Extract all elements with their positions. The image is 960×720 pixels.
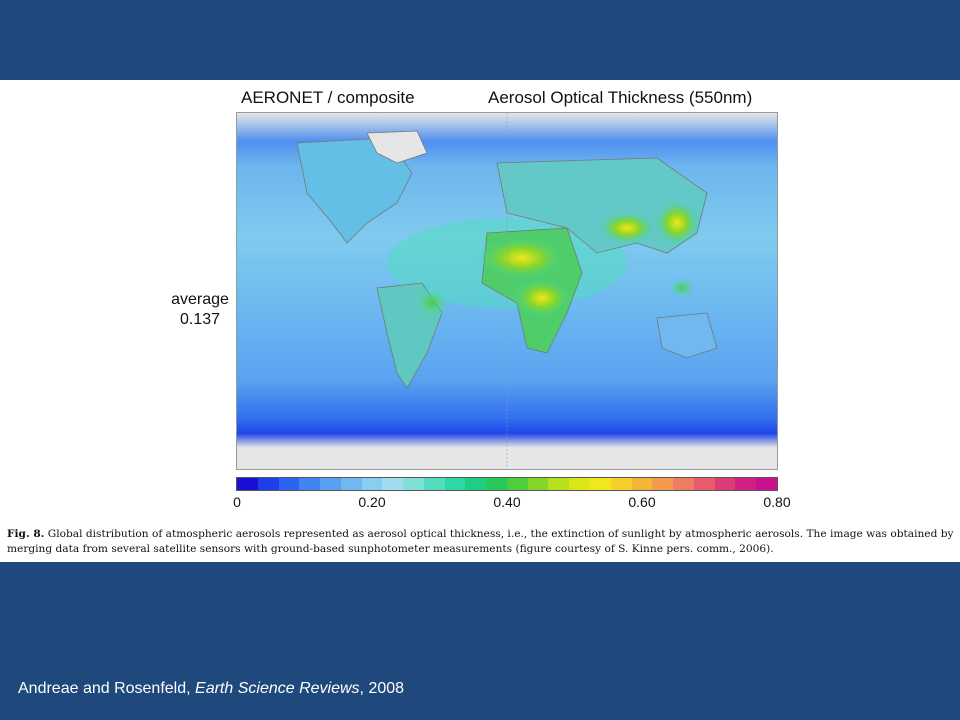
colorbar-cell bbox=[548, 478, 570, 490]
colorbar-cell bbox=[714, 478, 736, 490]
colorbar-cell bbox=[320, 478, 341, 490]
colorbar bbox=[236, 477, 778, 491]
colorbar-cell bbox=[486, 478, 507, 490]
colorbar-cell bbox=[299, 478, 321, 490]
colorbar-cell bbox=[340, 478, 362, 490]
average-annotation: average 0.137 bbox=[168, 290, 232, 330]
colorbar-cell bbox=[673, 478, 694, 490]
colorbar-cell bbox=[257, 478, 279, 490]
figure-caption: Fig. 8. Global distribution of atmospher… bbox=[7, 527, 957, 557]
colorbar-tick-label: 0.80 bbox=[763, 494, 791, 510]
india-hotspot bbox=[599, 212, 655, 244]
colorbar-cell bbox=[444, 478, 466, 490]
colorbar-cell bbox=[652, 478, 674, 490]
colorbar-cell bbox=[403, 478, 424, 490]
colorbar-cell bbox=[506, 478, 528, 490]
greenland bbox=[366, 130, 428, 164]
average-value: 0.137 bbox=[179, 311, 221, 328]
footer-journal: Earth Science Reviews bbox=[195, 680, 360, 697]
citation-footer: Andreae and Rosenfeld, Earth Science Rev… bbox=[18, 680, 404, 698]
colorbar-cell bbox=[693, 478, 715, 490]
world-map-svg bbox=[237, 113, 777, 469]
colorbar-tick-label: 0.60 bbox=[628, 494, 656, 510]
colorbar-cell bbox=[278, 478, 300, 490]
colorbar-cell bbox=[361, 478, 383, 490]
footer-authors: Andreae and Rosenfeld, bbox=[18, 680, 191, 697]
colorbar-cell bbox=[756, 478, 777, 490]
colorbar-cell bbox=[631, 478, 653, 490]
average-label: average bbox=[171, 291, 229, 308]
colorbar-tick-label: 0 bbox=[233, 494, 241, 510]
colorbar-cell bbox=[590, 478, 611, 490]
central-africa-hotspot bbox=[512, 278, 572, 318]
colorbar-cell bbox=[237, 478, 258, 490]
colorbar-cell bbox=[735, 478, 757, 490]
colorbar-cell bbox=[382, 478, 404, 490]
caption-text: Global distribution of atmospheric aeros… bbox=[7, 528, 954, 555]
map-title-left: AERONET / composite bbox=[241, 88, 415, 107]
amazon-hotspot bbox=[414, 287, 450, 319]
colorbar-cell bbox=[610, 478, 632, 490]
colorbar-cell bbox=[527, 478, 549, 490]
colorbar-cell bbox=[423, 478, 445, 490]
caption-label: Fig. 8. bbox=[7, 528, 45, 540]
footer-year: , 2008 bbox=[359, 680, 405, 697]
map-title-right: Aerosol Optical Thickness (550nm) bbox=[488, 88, 753, 107]
colorbar-cell bbox=[465, 478, 487, 490]
sahara-hotspot bbox=[477, 236, 567, 280]
colorbar-tick-label: 0.40 bbox=[493, 494, 521, 510]
china-hotspot bbox=[655, 201, 699, 245]
aerosol-map bbox=[236, 112, 778, 470]
colorbar-tick-label: 0.20 bbox=[358, 494, 386, 510]
indonesia-hotspot bbox=[668, 278, 696, 298]
australia bbox=[656, 312, 718, 359]
colorbar-cell bbox=[569, 478, 591, 490]
